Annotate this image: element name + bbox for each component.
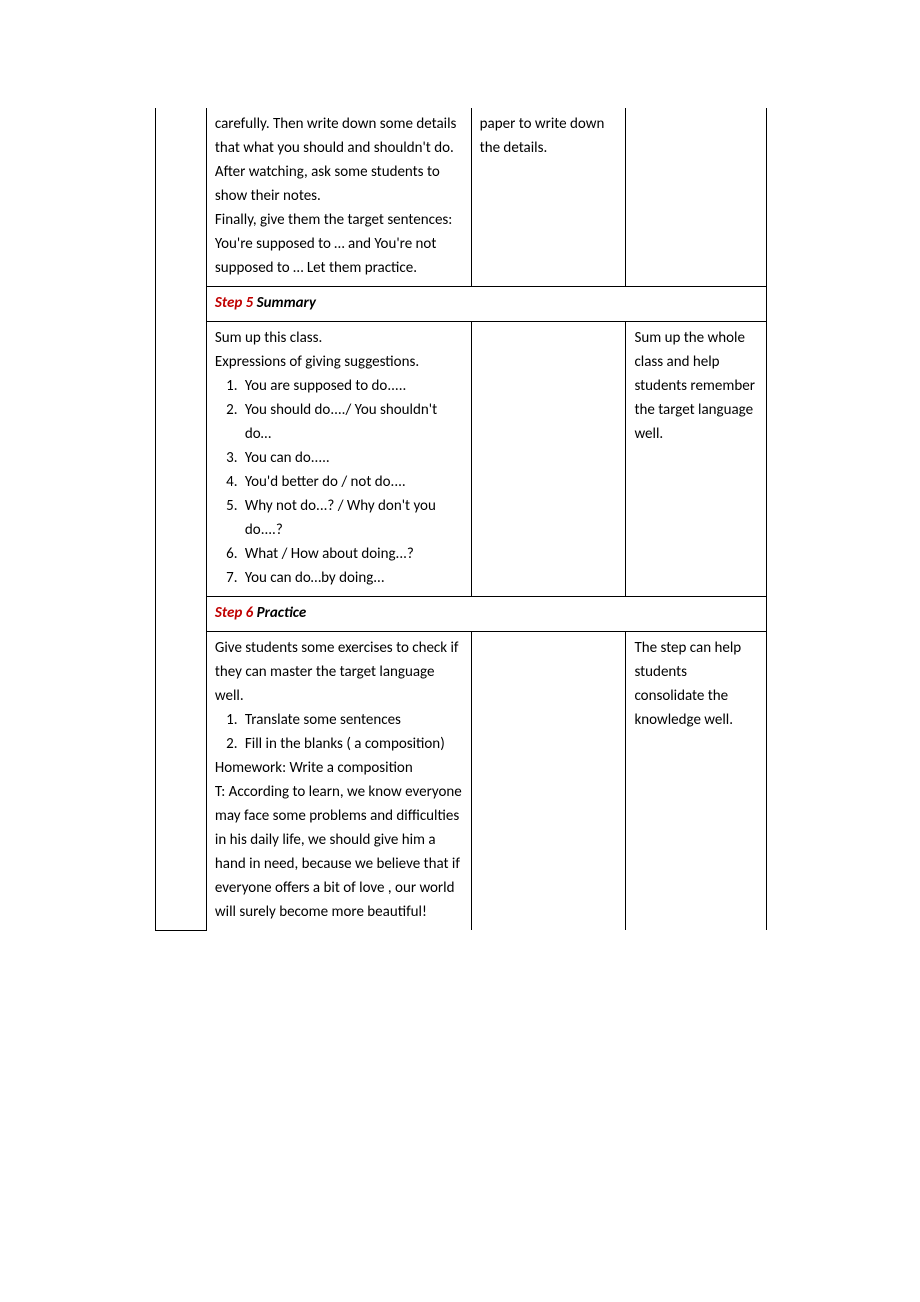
- cell-col4: The step can help students consolidate t…: [626, 632, 767, 931]
- cell-col3: paper to write down the details.: [471, 108, 626, 287]
- step-label: Step 6: [215, 604, 253, 622]
- text: Give students some exercises to check if…: [215, 636, 463, 708]
- table-row: Step 6 Practice: [156, 597, 767, 632]
- cell-col4: Sum up the whole class and help students…: [626, 322, 767, 597]
- text: paper to write down the details.: [480, 112, 618, 160]
- cell-col2: Give students some exercises to check if…: [206, 632, 471, 931]
- list-item: You should do..../ You shouldn't do…: [241, 398, 463, 446]
- cell-col1: [156, 108, 207, 930]
- cell-col3: [471, 322, 626, 597]
- expressions-list: You are supposed to do..... You should d…: [215, 374, 463, 590]
- text: T: According to learn, we know everyone …: [215, 780, 463, 924]
- table: carefully. Then write down some details …: [155, 108, 767, 931]
- list-item: Fill in the blanks ( a composition): [241, 732, 463, 756]
- table-row: Give students some exercises to check if…: [156, 632, 767, 931]
- step-header-cell: Step 5 Summary: [206, 287, 766, 322]
- list-item: You are supposed to do.....: [241, 374, 463, 398]
- list-item: You can do…by doing...: [241, 566, 463, 590]
- list-item: You can do.....: [241, 446, 463, 470]
- text: Sum up the whole class and help students…: [634, 326, 758, 446]
- text: Expressions of giving suggestions.: [215, 350, 463, 374]
- text: Finally, give them the target sentences:…: [215, 208, 463, 280]
- text: After watching, ask some students to sho…: [215, 160, 463, 208]
- step-title: Summary: [253, 294, 316, 312]
- step-header-cell: Step 6 Practice: [206, 597, 766, 632]
- list-item: Translate some sentences: [241, 708, 463, 732]
- text: The step can help students consolidate t…: [634, 636, 758, 732]
- table-row: Sum up this class. Expressions of giving…: [156, 322, 767, 597]
- cell-col2: carefully. Then write down some details …: [206, 108, 471, 287]
- step-title: Practice: [253, 604, 306, 622]
- practice-list: Translate some sentences Fill in the bla…: [215, 708, 463, 756]
- cell-col4: [626, 108, 767, 287]
- text: Sum up this class.: [215, 326, 463, 350]
- cell-col2: Sum up this class. Expressions of giving…: [206, 322, 471, 597]
- document-page: carefully. Then write down some details …: [0, 0, 920, 1302]
- cell-col3: [471, 632, 626, 931]
- table-row: Step 5 Summary: [156, 287, 767, 322]
- text: Homework: Write a composition: [215, 756, 463, 780]
- text: carefully. Then write down some details …: [215, 112, 463, 160]
- list-item: What / How about doing...?: [241, 542, 463, 566]
- list-item: Why not do...? / Why don't you do....?: [241, 494, 463, 542]
- step-label: Step 5: [215, 294, 253, 312]
- table-row: carefully. Then write down some details …: [156, 108, 767, 287]
- list-item: You'd better do / not do....: [241, 470, 463, 494]
- lesson-plan-table: carefully. Then write down some details …: [155, 108, 767, 931]
